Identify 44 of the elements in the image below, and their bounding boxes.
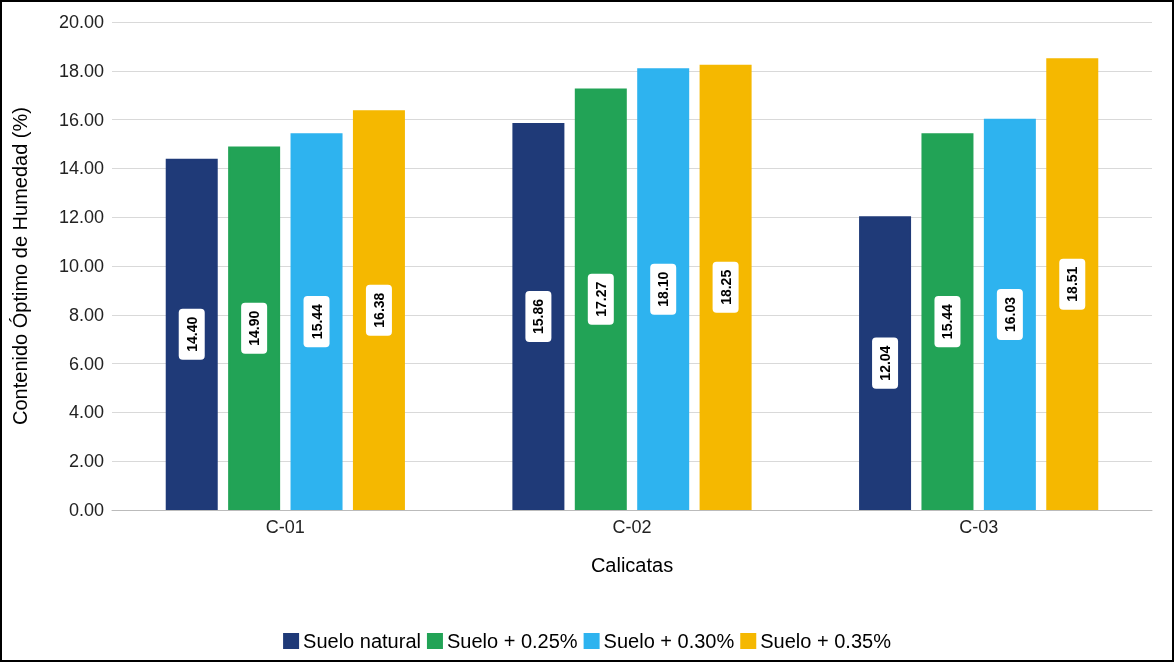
y-tick-label: 20.00 (58, 12, 104, 32)
bar (1046, 58, 1099, 510)
bar (165, 158, 218, 510)
data-label: 15.44 (939, 303, 956, 340)
bar (699, 64, 752, 510)
y-tick-label: 12.00 (58, 207, 104, 228)
legend-label: Suelo + 0.35% (760, 630, 892, 652)
data-label: 18.51 (1064, 266, 1081, 302)
x-tick-label: C-01 (265, 517, 305, 537)
data-label: 12.04 (877, 345, 894, 381)
y-tick-label: 2.00 (68, 451, 104, 472)
x-tick-label: C-03 (959, 517, 999, 537)
y-tick-label: 18.00 (58, 60, 104, 81)
bar (921, 133, 974, 510)
x-axis-title: Calicatas (590, 554, 674, 576)
bar (290, 133, 343, 510)
legend-label: Suelo natural (303, 630, 421, 652)
y-tick-label: 14.00 (58, 158, 104, 179)
bar (352, 110, 405, 510)
y-tick-label: 10.00 (58, 256, 104, 276)
bar (574, 88, 627, 510)
bar (512, 123, 565, 510)
y-tick-label: 4.00 (68, 402, 104, 423)
data-label: 14.90 (246, 310, 263, 346)
legend-label: Suelo + 0.30% (603, 630, 735, 652)
bar (637, 68, 690, 510)
data-label: 15.44 (308, 303, 325, 340)
x-tick-label: C-02 (612, 517, 652, 537)
y-tick-label: 8.00 (68, 304, 104, 325)
y-tick-label: 0.00 (68, 500, 104, 520)
data-label: 18.10 (655, 271, 672, 307)
data-label: 14.40 (183, 316, 200, 352)
y-tick-label: 16.00 (58, 109, 104, 130)
data-label: 17.27 (592, 281, 609, 317)
data-label: 18.25 (717, 269, 734, 305)
data-label: 15.86 (530, 298, 547, 335)
data-label: 16.03 (1001, 296, 1018, 332)
bar (228, 146, 281, 510)
data-label: 16.38 (370, 292, 387, 328)
y-tick-label: 6.00 (68, 353, 104, 374)
legend-label: Suelo + 0.25% (446, 630, 578, 652)
bar (859, 216, 912, 510)
y-axis-title: Contenido Óptimo de Humedad (%) (9, 107, 31, 425)
bar (983, 118, 1036, 510)
